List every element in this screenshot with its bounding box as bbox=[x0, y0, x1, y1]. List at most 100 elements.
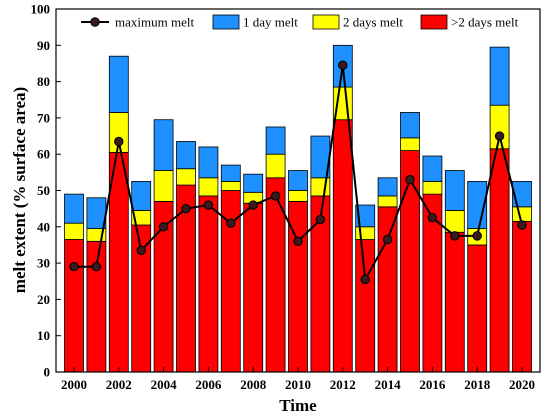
y-tick-label-20: 20 bbox=[37, 292, 50, 307]
bar-1-day-melt-2002 bbox=[108, 55, 129, 113]
x-tick-label-2018: 2018 bbox=[464, 377, 491, 392]
maximum-melt-point-2002 bbox=[114, 136, 124, 147]
legend-swatch-2-days-melt bbox=[420, 14, 448, 30]
maximum-melt-point-2001 bbox=[91, 262, 102, 272]
y-tick-label-0: 0 bbox=[44, 365, 51, 380]
bar-1-day-melt-2014 bbox=[377, 177, 398, 197]
x-tick-label-2006: 2006 bbox=[195, 377, 222, 392]
maximum-melt-point-2016 bbox=[427, 213, 438, 223]
legend-marker-maximum-melt bbox=[90, 17, 100, 27]
bar-2-days-melt-2008 bbox=[243, 202, 264, 373]
bar-2-days-melt-2010 bbox=[288, 190, 308, 202]
x-tick-label-2002: 2002 bbox=[106, 377, 132, 392]
y-tick-label-100: 100 bbox=[31, 2, 51, 17]
legend-label-1-day-melt: 1 day melt bbox=[243, 15, 298, 30]
y-tick-label-40: 40 bbox=[37, 219, 50, 234]
bar-2-days-melt-2002 bbox=[108, 151, 129, 373]
bar-2-days-melt-2000 bbox=[64, 222, 84, 240]
x-axis-ticks: 2000 2002 2004 2006 2008 2010 2012 2014 2016 2018… bbox=[61, 367, 535, 392]
bar-2-days-melt-2019 bbox=[489, 148, 510, 373]
x-tick-label-2000: 2000 bbox=[61, 377, 87, 392]
maximum-melt-point-2018 bbox=[472, 231, 482, 241]
maximum-melt-point-2014 bbox=[382, 234, 393, 245]
bar-2-days-melt-2020 bbox=[512, 206, 532, 222]
maximum-melt-point-2009 bbox=[270, 191, 281, 201]
bar-1-day-melt-2003 bbox=[131, 181, 152, 211]
y-tick-label-10: 10 bbox=[37, 328, 50, 343]
y-tick-label-80: 80 bbox=[37, 74, 50, 89]
maximum-melt-point-2008 bbox=[248, 200, 258, 210]
bar-1-day-melt-2008 bbox=[243, 173, 264, 193]
x-tick-label-2014: 2014 bbox=[375, 377, 402, 392]
bar-1-day-melt-2013 bbox=[355, 204, 376, 228]
legend-swatch-1-day-melt bbox=[212, 14, 240, 30]
bar-2-days-melt-2007 bbox=[220, 181, 241, 191]
bar-2-days-melt-2016 bbox=[422, 181, 443, 195]
y-axis-ticks: 0 10 20 30 40 50 60 70 80 90 100 bbox=[31, 2, 61, 380]
bar-2-days-melt-2013 bbox=[355, 239, 376, 373]
maximum-melt-point-2010 bbox=[293, 236, 303, 247]
maximum-melt-point-2003 bbox=[136, 245, 146, 256]
y-tick-label-90: 90 bbox=[37, 38, 50, 53]
bar-1-day-melt-2004 bbox=[153, 119, 174, 171]
bar-1-day-melt-2016 bbox=[422, 155, 443, 182]
bar-2-days-melt-2012 bbox=[332, 119, 353, 373]
legend-label-2-days-melt: >2 days melt bbox=[451, 15, 519, 30]
bar-1-day-melt-2020 bbox=[512, 181, 532, 208]
bar-2-days-melt-2014 bbox=[377, 195, 398, 208]
maximum-melt-point-2005 bbox=[181, 203, 191, 214]
legend-swatch-2-days-melt bbox=[312, 14, 340, 30]
bar-1-day-melt-2010 bbox=[288, 170, 308, 191]
bar-2-days-melt-2004 bbox=[153, 170, 174, 202]
bar-2-days-melt-2005 bbox=[176, 168, 196, 186]
bar-1-day-melt-2017 bbox=[444, 170, 465, 211]
maximum-melt-point-2017 bbox=[450, 231, 460, 241]
x-tick-label-2010: 2010 bbox=[285, 377, 311, 392]
bar-2-days-melt-2019 bbox=[489, 104, 510, 150]
maximum-melt-point-2013 bbox=[360, 274, 370, 285]
bar-2-days-melt-2006 bbox=[198, 195, 219, 373]
bar-2-days-melt-2020 bbox=[512, 220, 532, 373]
y-tick-label-50: 50 bbox=[37, 183, 50, 198]
bar-1-day-melt-2006 bbox=[198, 146, 219, 179]
bar-2-days-melt-2009 bbox=[265, 153, 286, 179]
bar-2-days-melt-2014 bbox=[377, 206, 398, 373]
y-tick-label-60: 60 bbox=[37, 147, 50, 162]
x-axis-title: Time bbox=[279, 396, 317, 414]
maximum-melt-line-layer bbox=[69, 60, 527, 285]
maximum-melt-point-2015 bbox=[405, 174, 415, 185]
x-tick-label-2016: 2016 bbox=[419, 377, 446, 392]
bar-2-days-melt-2017 bbox=[444, 210, 465, 233]
x-tick-label-2012: 2012 bbox=[330, 377, 356, 392]
maximum-melt-point-2007 bbox=[226, 218, 236, 228]
bar-2-days-melt-2017 bbox=[444, 231, 465, 373]
bar-layer bbox=[64, 44, 532, 373]
y-axis-title: melt extent (% surface area) bbox=[10, 87, 29, 293]
maximum-melt-point-2006 bbox=[203, 200, 214, 210]
maximum-melt-point-2012 bbox=[338, 60, 348, 70]
x-tick-label-2020: 2020 bbox=[509, 377, 535, 392]
y-tick-label-30: 30 bbox=[37, 256, 50, 271]
maximum-melt-point-2019 bbox=[494, 131, 505, 141]
bar-2-days-melt-2013 bbox=[355, 226, 376, 240]
bar-2-days-melt-2015 bbox=[400, 137, 420, 151]
maximum-melt-point-2020 bbox=[517, 220, 527, 230]
bar-2-days-melt-2000 bbox=[64, 239, 84, 373]
bar-1-day-melt-2015 bbox=[400, 112, 420, 139]
x-tick-label-2004: 2004 bbox=[151, 377, 178, 392]
bar-2-days-melt-2009 bbox=[265, 177, 286, 373]
bar-1-day-melt-2009 bbox=[265, 126, 286, 155]
y-tick-label-70: 70 bbox=[37, 110, 50, 125]
legend-label-2-days-melt: 2 days melt bbox=[343, 15, 403, 30]
bar-1-day-melt-2005 bbox=[176, 141, 196, 170]
legend-label-maximum-melt: maximum melt bbox=[115, 15, 194, 30]
bar-2-days-melt-2018 bbox=[467, 244, 488, 373]
legend: maximum melt 1 day melt 2 days melt >2 days… bbox=[81, 15, 519, 30]
bar-1-day-melt-2000 bbox=[64, 193, 84, 224]
bar-1-day-melt-2007 bbox=[220, 164, 241, 182]
maximum-melt-point-2011 bbox=[315, 214, 326, 225]
bar-2-days-melt-2006 bbox=[198, 177, 219, 197]
bar-2-days-melt-2001 bbox=[86, 240, 107, 373]
bar-1-day-melt-2019 bbox=[489, 46, 510, 106]
